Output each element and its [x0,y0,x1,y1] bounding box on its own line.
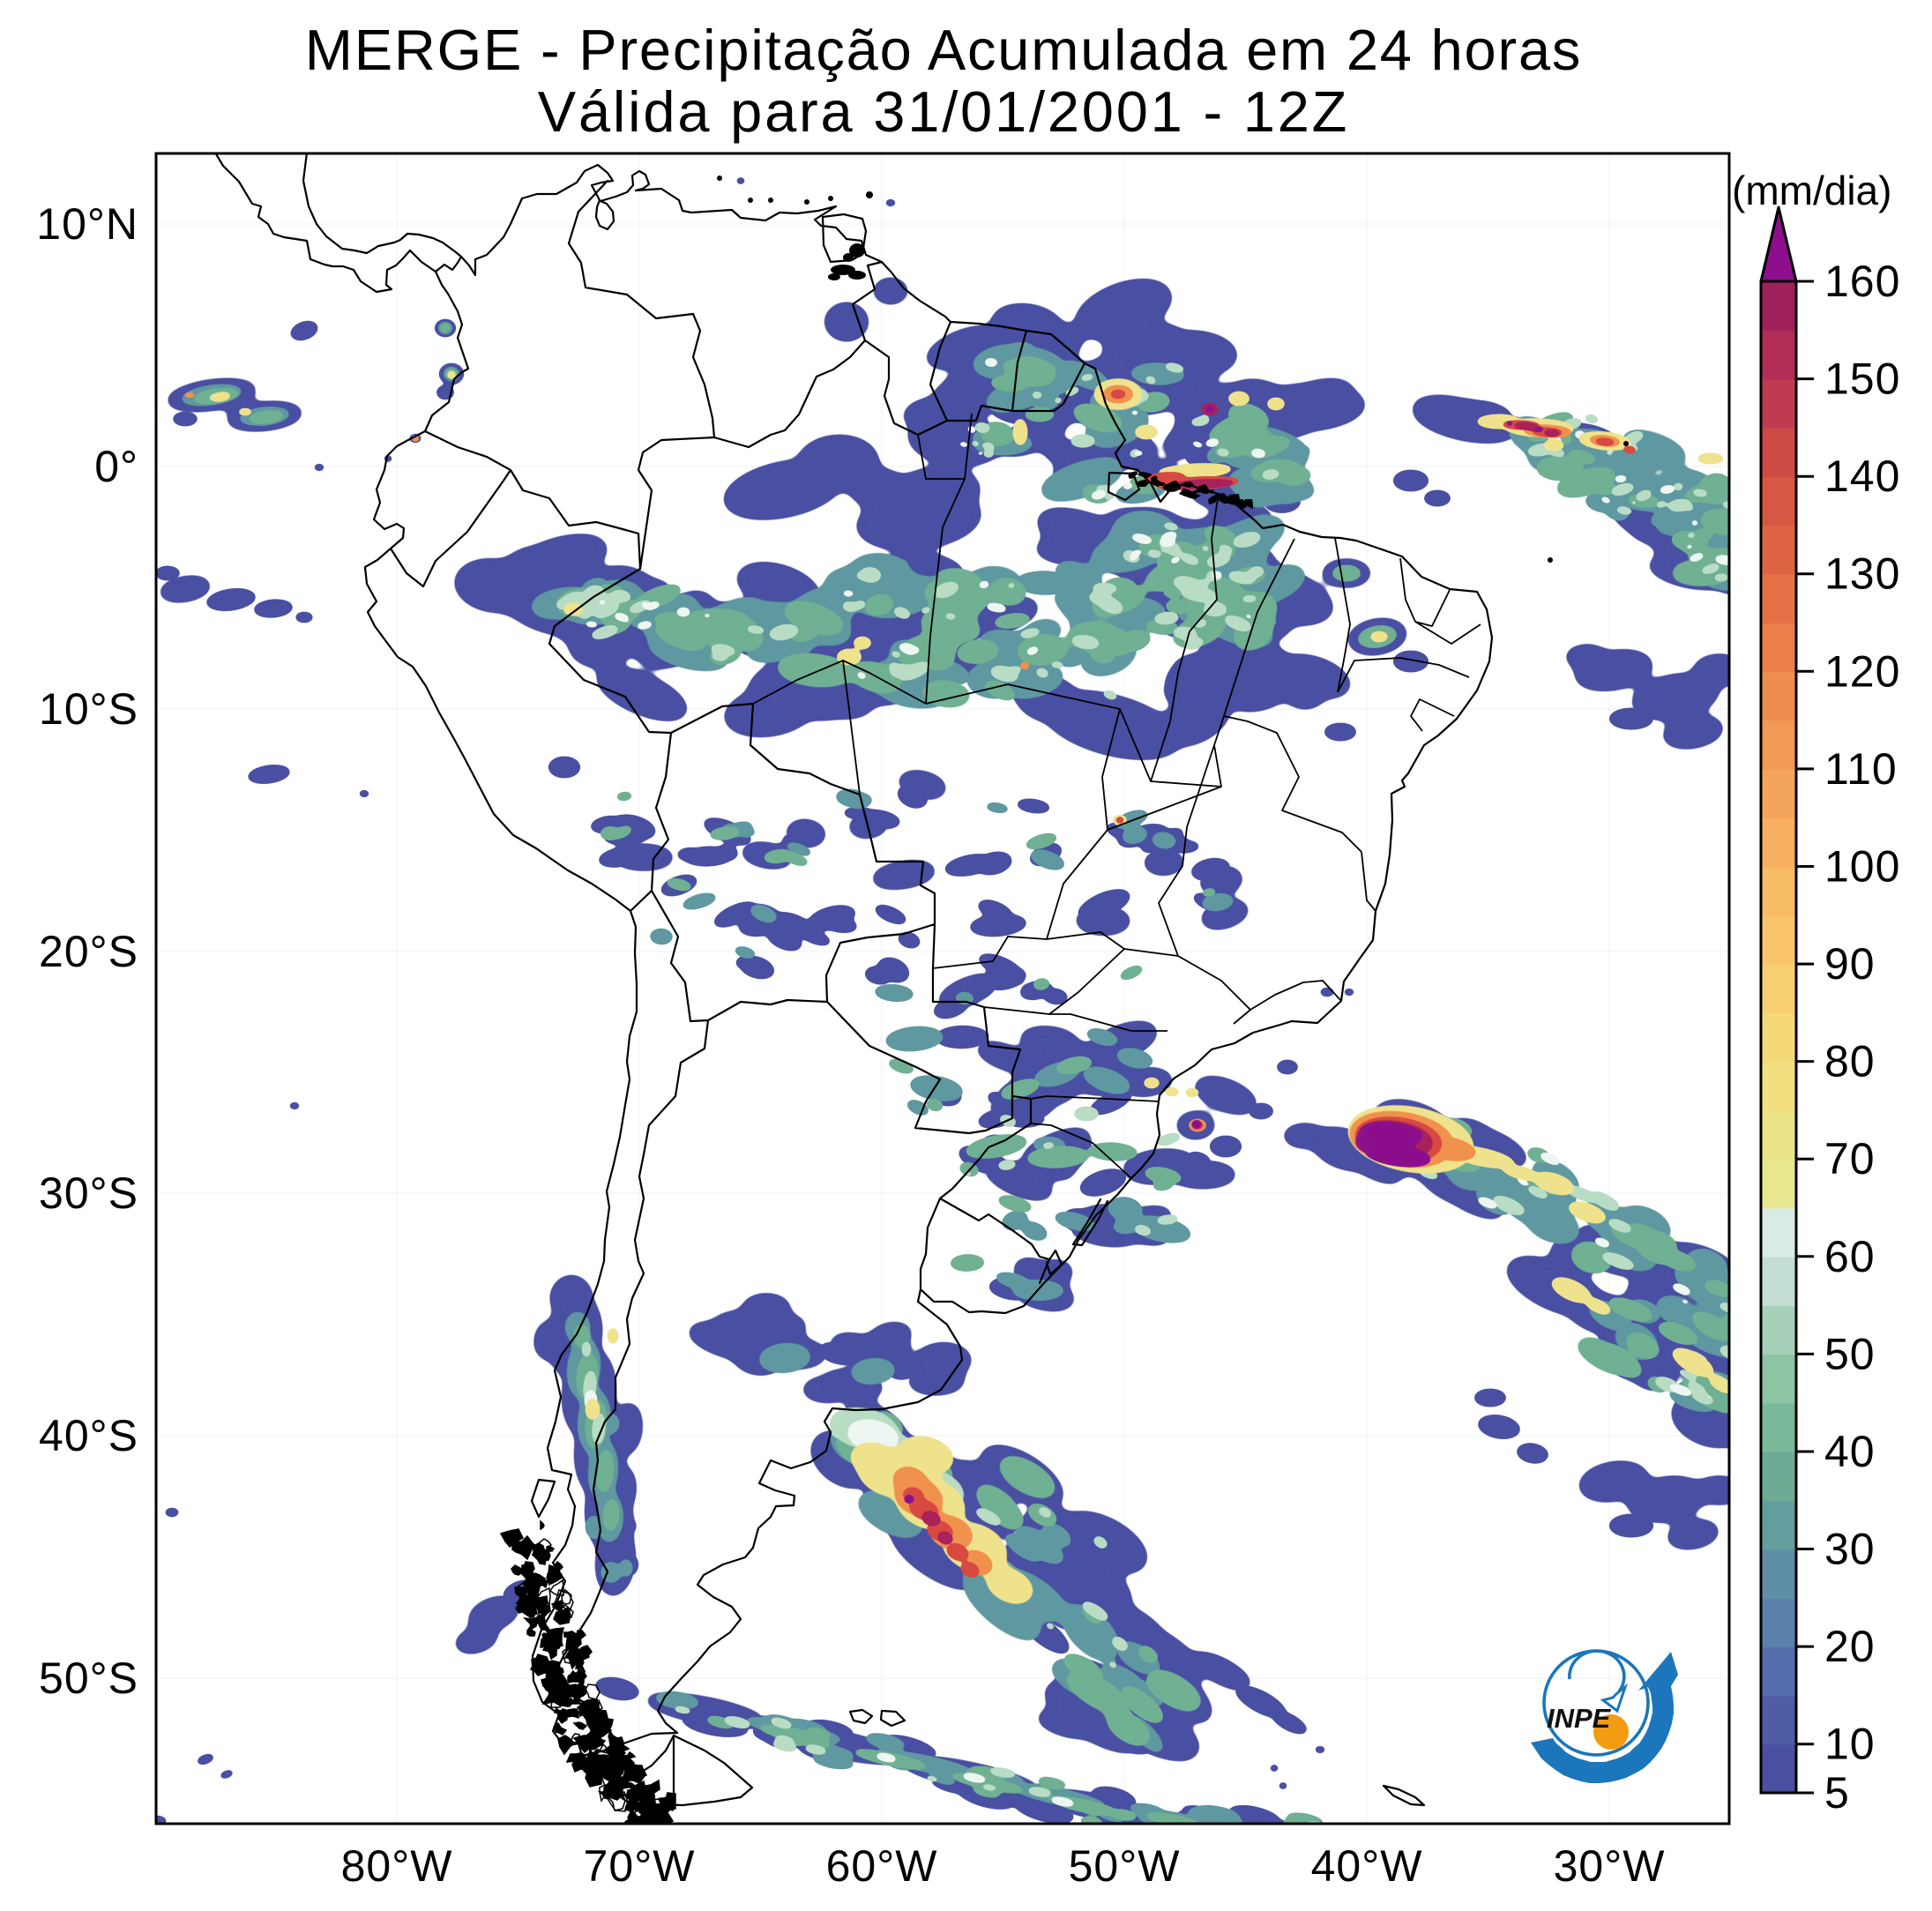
svg-text:60°W: 60°W [826,1841,938,1891]
svg-text:70°W: 70°W [584,1841,696,1891]
svg-text:20°S: 20°S [39,927,138,976]
svg-text:30: 30 [1824,1525,1876,1574]
svg-text:100: 100 [1824,842,1900,892]
svg-text:50°S: 50°S [39,1653,138,1703]
svg-text:20: 20 [1824,1622,1876,1671]
svg-text:10: 10 [1824,1720,1876,1769]
svg-text:150: 150 [1824,355,1900,404]
svg-text:110: 110 [1824,744,1898,794]
svg-text:10°S: 10°S [39,684,138,734]
svg-text:(mm/dia): (mm/dia) [1732,168,1891,213]
svg-text:90: 90 [1824,939,1876,989]
svg-text:Válida para 31/01/2001 - 12Z: Válida para 31/01/2001 - 12Z [538,79,1349,144]
svg-text:60: 60 [1824,1232,1876,1281]
svg-text:120: 120 [1824,646,1900,696]
svg-text:40: 40 [1824,1427,1876,1476]
svg-text:10°N: 10°N [36,199,138,249]
svg-text:140: 140 [1824,452,1900,501]
svg-text:MERGE - Precipitação Acumulada: MERGE - Precipitação Acumulada em 24 hor… [305,18,1582,82]
svg-text:80: 80 [1824,1037,1876,1086]
svg-text:160: 160 [1824,257,1900,306]
svg-text:70: 70 [1824,1134,1876,1183]
svg-text:0°: 0° [94,442,138,491]
svg-text:130: 130 [1824,549,1900,599]
svg-text:30°S: 30°S [39,1168,138,1218]
svg-text:50°W: 50°W [1069,1841,1181,1891]
svg-text:40°W: 40°W [1311,1841,1423,1891]
svg-text:INPE: INPE [1547,1703,1612,1734]
svg-text:80°W: 80°W [341,1841,453,1891]
svg-text:30°W: 30°W [1554,1841,1666,1891]
svg-text:5: 5 [1824,1768,1850,1818]
svg-text:50: 50 [1824,1329,1876,1378]
svg-text:40°S: 40°S [39,1411,138,1460]
